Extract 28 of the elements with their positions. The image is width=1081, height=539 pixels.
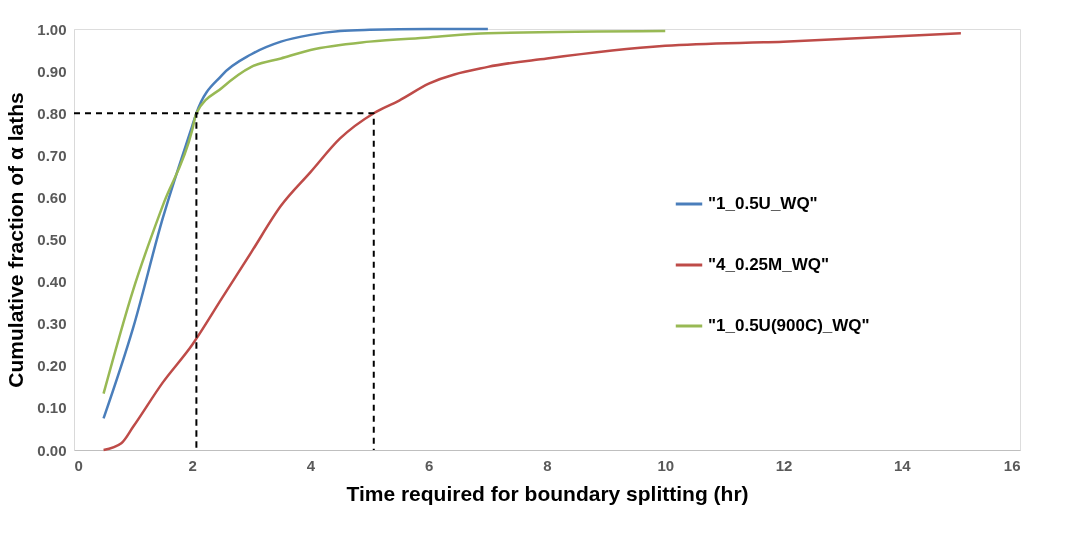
x-axis-title: Time required for boundary splitting (hr) [346,481,749,505]
x-tick-label: 12 [775,456,793,474]
y-tick-label: 0.00 [37,441,67,459]
line-series [102,31,963,452]
y-tick-label: 0.40 [37,273,67,291]
line-series [102,27,490,420]
legend-label: "1_0.5U_WQ" [708,194,818,213]
legend-label: "1_0.5U(900C)_WQ" [708,316,870,335]
legend-label: "4_0.25M_WQ" [708,255,830,274]
y-tick-label: 0.50 [37,231,67,248]
line-series [102,29,667,395]
x-tick-label: 0 [74,456,83,474]
y-tick-label: 0.20 [37,357,67,375]
x-tick-label: 14 [893,456,912,474]
x-tick-label: 6 [425,456,434,474]
y-axis-title: Cumulative fraction of α laths [4,92,28,388]
x-tick-label: 4 [306,456,316,474]
y-tick-label: 0.10 [37,399,67,417]
y-tick-label: 0.60 [37,188,67,206]
x-tick-label: 8 [543,456,552,474]
x-tick-label: 2 [188,456,197,474]
y-tick-label: 1.00 [37,20,67,38]
x-tick-label: 16 [1003,456,1021,474]
y-tick-label: 0.30 [37,315,67,333]
y-tick-label: 0.80 [37,104,67,122]
y-tick-label: 0.70 [37,146,67,164]
y-tick-label: 0.90 [37,62,67,80]
x-tick-label: 10 [657,456,675,474]
